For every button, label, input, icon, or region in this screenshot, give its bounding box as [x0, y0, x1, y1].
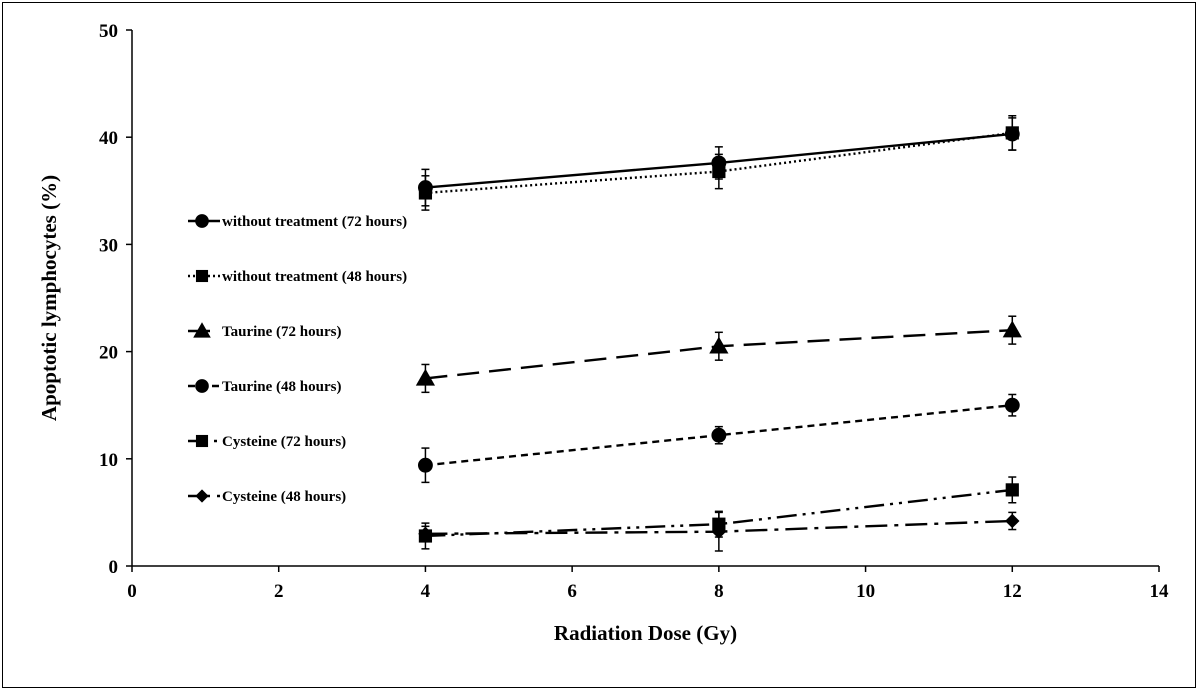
y-axis-ticks: 0 10 20 30 40 50 [99, 21, 132, 578]
legend-item: without treatment (48 hours) [188, 269, 407, 285]
legend-item: Cysteine (72 hours) [188, 434, 346, 450]
y-tick-label: 0 [109, 557, 119, 578]
x-tick-label: 12 [1003, 581, 1022, 602]
series-3 [417, 393, 1020, 484]
y-tick-label: 50 [99, 21, 118, 42]
data-point [417, 457, 433, 473]
x-tick-label: 0 [127, 581, 137, 602]
y-tick-label: 10 [99, 450, 118, 471]
legend-label: Cysteine (72 hours) [222, 434, 346, 450]
x-tick-label: 6 [567, 581, 577, 602]
legend-swatch-marker [195, 379, 209, 393]
series-line [425, 131, 1013, 195]
data-point [711, 524, 727, 539]
legend-item: Cysteine (48 hours) [188, 489, 346, 505]
legend-swatch-marker [195, 489, 209, 503]
data-point [1004, 397, 1020, 413]
y-tick-label: 20 [99, 343, 118, 364]
x-tick-label: 4 [421, 581, 431, 602]
y-tick-label: 30 [99, 235, 118, 256]
series-1 [418, 115, 1019, 211]
x-tick-label: 14 [1150, 581, 1170, 602]
series-2 [415, 315, 1022, 394]
data-point [711, 427, 727, 443]
legend-label: Taurine (72 hours) [222, 324, 341, 340]
data-point [712, 164, 726, 179]
data-point [1005, 513, 1020, 529]
y-tick-label: 40 [99, 128, 118, 149]
data-point [1002, 320, 1022, 338]
legend-item: Taurine (72 hours) [188, 322, 341, 340]
data-point [709, 336, 729, 354]
x-tick-label: 2 [274, 581, 284, 602]
axes [131, 30, 1159, 567]
legend-swatch-marker [193, 322, 211, 338]
legend-swatch-marker [195, 434, 209, 448]
data-point [415, 368, 436, 386]
legend-swatch-marker [195, 269, 209, 283]
x-axis-label: Radiation Dose (Gy) [554, 621, 737, 645]
legend-swatch-marker [195, 214, 209, 228]
legend-label: Taurine (48 hours) [222, 379, 341, 395]
legend-label: without treatment (48 hours) [222, 269, 407, 285]
plot-area [415, 115, 1022, 552]
series-5 [418, 511, 1020, 552]
legend-item: Taurine (48 hours) [188, 379, 341, 395]
x-tick-label: 10 [856, 581, 875, 602]
legend: without treatment (72 hours) without trea… [188, 214, 407, 505]
legend-label: without treatment (72 hours) [222, 214, 407, 230]
x-tick-label: 8 [714, 581, 724, 602]
y-axis-label: Apoptotic lymphocytes (%) [37, 175, 61, 421]
data-point [1005, 483, 1019, 497]
x-axis-ticks: 0 2 4 6 8 10 12 14 [127, 566, 1169, 602]
data-point [418, 186, 433, 200]
legend-item: without treatment (72 hours) [188, 214, 407, 230]
legend-label: Cysteine (48 hours) [222, 489, 346, 505]
data-point [418, 526, 433, 542]
data-point [1005, 126, 1019, 140]
